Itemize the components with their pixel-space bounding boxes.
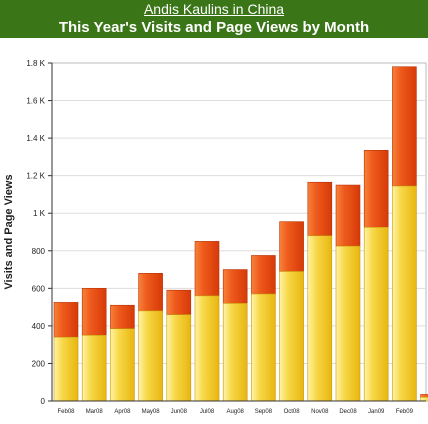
bar-visits-m	[420, 396, 428, 402]
x-tick-label: Jul08	[200, 409, 215, 415]
bar-visits-may08	[138, 310, 163, 402]
bar-visits-jan09	[363, 227, 389, 402]
axes: 0 200 400 600 800 1 K 1.2 K 1.4 K 1.6 K 1.8 K Feb0…	[26, 59, 426, 415]
y-tick-label: 1.8 K	[26, 59, 45, 68]
bar-visits-oct08	[279, 271, 304, 402]
bar-pageviews-mar08	[81, 288, 107, 336]
bar-pageviews-dec08	[335, 184, 361, 247]
y-tick-label: 1.4 K	[26, 134, 45, 143]
y-tick-label: 0	[41, 397, 46, 406]
bar-visits-jun08	[166, 314, 192, 402]
bar-visits-jul08	[194, 295, 220, 402]
bar-pageviews-may08	[138, 273, 163, 312]
bar-visits-apr08	[110, 328, 135, 402]
x-tick-label: Dec08	[339, 409, 357, 415]
bar-pageviews-m	[420, 394, 428, 398]
bar-visits-sep08	[251, 293, 276, 402]
bar-visits-aug08	[222, 303, 248, 402]
bar-pageviews-sep08	[251, 255, 276, 295]
bar-visits-feb09	[392, 185, 417, 402]
bar-pageviews-aug08	[222, 269, 248, 304]
bars	[53, 66, 428, 402]
x-tick-label: Jun08	[171, 409, 188, 415]
y-tick-label: 1.2 K	[26, 172, 45, 181]
bar-visits-feb08	[53, 336, 79, 402]
chart-title: This Year's Visits and Page Views by Mon…	[58, 19, 370, 36]
y-tick-label: 200	[32, 359, 46, 368]
x-tick-label: Jan09	[368, 409, 385, 415]
x-tick-label: Feb09	[396, 409, 414, 415]
x-tick-label: Aug08	[227, 409, 245, 415]
bar-pageviews-feb09	[392, 66, 417, 187]
y-tick-label: 600	[32, 284, 46, 293]
bar-chart: 0 200 400 600 800 1 K 1.2 K 1.4 K 1.6 K 1.8 K Feb0…	[3, 59, 428, 415]
x-tick-label: Nov08	[311, 409, 329, 415]
bar-visits-mar08	[81, 334, 107, 402]
chart-header: Andis Kaulins in China This Year's Visit…	[0, 0, 428, 38]
y-tick-label: 1.6 K	[26, 97, 45, 106]
bar-pageviews-feb08	[53, 302, 79, 338]
x-tick-label: Apr08	[114, 409, 131, 415]
x-tick-label: Oct08	[284, 409, 301, 415]
site-link[interactable]: Andis Kaulins in China	[143, 1, 285, 17]
x-tick-label: Sep08	[255, 409, 273, 415]
bar-pageviews-jul08	[194, 241, 220, 297]
bar-pageviews-apr08	[110, 304, 135, 330]
x-tick-label: Mar08	[86, 409, 104, 415]
bar-visits-dec08	[335, 245, 361, 402]
x-tick-label: Feb08	[57, 409, 75, 415]
bar-pageviews-oct08	[279, 221, 304, 272]
bar-pageviews-jun08	[166, 289, 192, 315]
bar-pageviews-nov08	[307, 181, 333, 237]
x-tick-label: May08	[142, 409, 161, 415]
bar-pageviews-jan09	[363, 150, 389, 228]
y-axis-label: Visits and Page Views	[3, 174, 15, 289]
y-tick-label: 400	[32, 322, 46, 331]
y-tick-label: 1 K	[33, 209, 46, 218]
bar-visits-nov08	[307, 235, 333, 402]
y-tick-label: 800	[32, 247, 46, 256]
